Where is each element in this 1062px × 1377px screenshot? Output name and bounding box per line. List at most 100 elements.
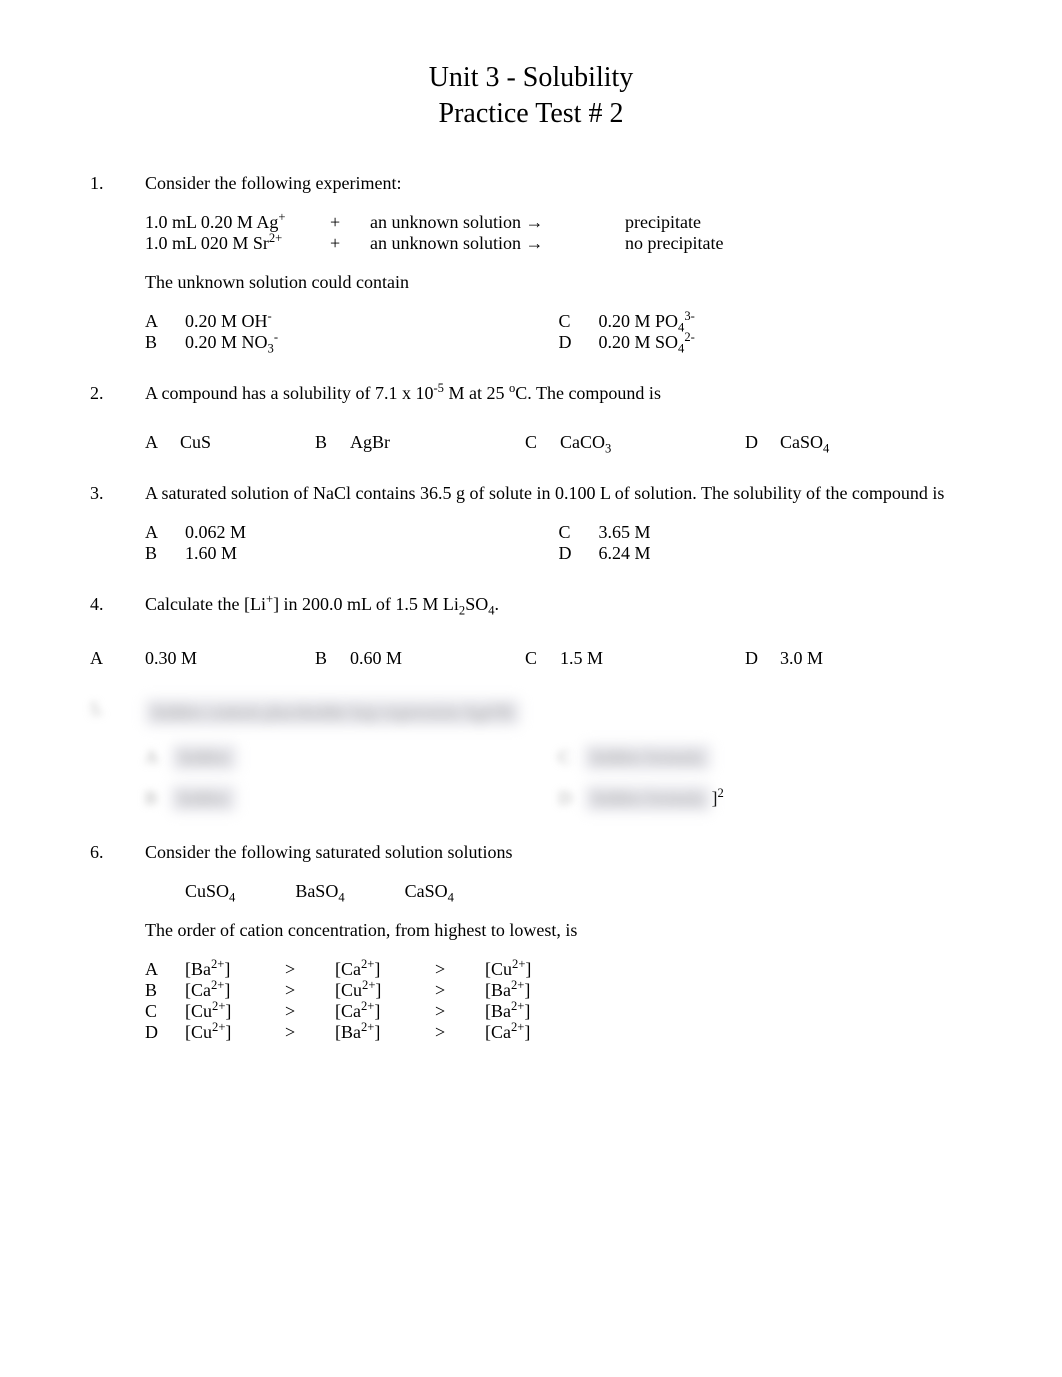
choice-letter: A bbox=[145, 311, 185, 332]
choice-row: CCaCO3 bbox=[525, 432, 745, 453]
greater-than: > bbox=[435, 959, 485, 980]
ion: [Ba2+] bbox=[335, 1022, 435, 1043]
ion: [Cu2+] bbox=[185, 1022, 285, 1043]
mix-reagent: 1.0 mL 0.20 M Ag+ bbox=[145, 212, 330, 233]
question-6: 6. Consider the following saturated solu… bbox=[90, 842, 972, 1043]
choice-row: 0.30 M bbox=[145, 648, 315, 669]
mix-unknown: an unknown solution → bbox=[370, 212, 625, 233]
choice-row: B0.20 M NO3- bbox=[145, 332, 559, 353]
ion: [Ba2+] bbox=[185, 959, 285, 980]
title-line-2: Practice Test # 2 bbox=[90, 96, 972, 132]
question-stem: A saturated solution of NaCl contains 36… bbox=[145, 483, 972, 504]
question-1: 1. Consider the following experiment: 1.… bbox=[90, 173, 972, 353]
mix-reagent: 1.0 mL 020 M Sr2+ bbox=[145, 233, 330, 254]
choice-letter: B bbox=[145, 980, 185, 1001]
answer-choices: A0.062 M B1.60 M C3.65 M D6.24 M bbox=[145, 522, 972, 564]
choice-value: 0.20 M NO3- bbox=[185, 332, 559, 353]
blurred-stem: hidden content placeholder ksp expressio… bbox=[145, 699, 972, 726]
mix-row: 1.0 mL 020 M Sr2+ + an unknown solution … bbox=[145, 233, 972, 254]
mix-row: 1.0 mL 0.20 M Ag+ + an unknown solution … bbox=[145, 212, 972, 233]
greater-than: > bbox=[435, 1001, 485, 1022]
ion: [Ba2+] bbox=[485, 980, 585, 1001]
blurred-content: hidden formula bbox=[584, 744, 710, 771]
plus-sign: + bbox=[330, 233, 370, 254]
choice-value: CaCO3 bbox=[560, 432, 611, 453]
compound: CaSO4 bbox=[405, 881, 454, 902]
question-4: 4. Calculate the [Li+] in 200.0 mL of 1.… bbox=[90, 594, 972, 633]
ion: [Cu2+] bbox=[335, 980, 435, 1001]
choice-value: 3.0 M bbox=[780, 648, 823, 669]
choice-letter: A bbox=[90, 648, 145, 669]
choice-row: C1.5 M bbox=[525, 648, 745, 669]
choice-letter: A bbox=[145, 522, 185, 543]
choice-letter: B bbox=[145, 543, 185, 564]
question-stem: Calculate the [Li+] in 200.0 mL of 1.5 M… bbox=[145, 594, 972, 615]
question-4-choices-row: A 0.30 M B0.60 M C1.5 M D3.0 M bbox=[90, 648, 972, 669]
question-3: 3. A saturated solution of NaCl contains… bbox=[90, 483, 972, 564]
question-number: 4. bbox=[90, 594, 145, 633]
mix-unknown: an unknown solution → bbox=[370, 233, 625, 254]
choice-value: 1.60 M bbox=[185, 543, 559, 564]
choice-row: DCaSO4 bbox=[745, 432, 829, 453]
ion: [Ba2+] bbox=[485, 1001, 585, 1022]
choice-row: A0.062 M bbox=[145, 522, 559, 543]
choice-value: 3.65 M bbox=[599, 522, 973, 543]
greater-than: > bbox=[285, 1001, 335, 1022]
choice-row: B1.60 M bbox=[145, 543, 559, 564]
greater-than: > bbox=[435, 1022, 485, 1043]
blurred-letter: D bbox=[559, 788, 572, 809]
ion: [Ca2+] bbox=[485, 1022, 585, 1043]
choice-value: 0.30 M bbox=[145, 648, 197, 669]
compound-list: CuSO4 BaSO4 CaSO4 bbox=[185, 881, 972, 902]
choice-row: A0.20 M OH- bbox=[145, 311, 559, 332]
choice-row: D0.20 M SO42- bbox=[559, 332, 973, 353]
choice-row: C0.20 M PO43- bbox=[559, 311, 973, 332]
question-number-blurred: 5. bbox=[90, 699, 145, 812]
choice-value: 6.24 M bbox=[599, 543, 973, 564]
choice-value: 0.20 M SO42- bbox=[599, 332, 973, 353]
ion: [Ca2+] bbox=[185, 980, 285, 1001]
choice-value: 1.5 M bbox=[560, 648, 603, 669]
greater-than: > bbox=[285, 959, 335, 980]
choice-letter: C bbox=[145, 1001, 185, 1022]
blurred-letter: B bbox=[145, 788, 157, 809]
choice-row: B [Ca2+] > [Cu2+] > [Ba2+] bbox=[145, 980, 972, 1001]
choice-letter: C bbox=[559, 311, 599, 332]
mix-result: precipitate bbox=[625, 212, 701, 233]
choice-row: C3.65 M bbox=[559, 522, 973, 543]
choice-value: 0.20 M PO43- bbox=[599, 311, 973, 332]
ion: [Cu2+] bbox=[185, 1001, 285, 1022]
question-stem: A compound has a solubility of 7.1 x 10-… bbox=[145, 383, 972, 404]
blurred-letter: C bbox=[559, 747, 571, 768]
choice-letter: D bbox=[745, 432, 780, 453]
choice-row: D6.24 M bbox=[559, 543, 973, 564]
choice-value: 0.60 M bbox=[350, 648, 402, 669]
question-substem: The order of cation concentration, from … bbox=[145, 920, 972, 941]
choice-letter: B bbox=[315, 648, 350, 669]
question-stem: Consider the following saturated solutio… bbox=[145, 842, 972, 863]
choice-value: CaSO4 bbox=[780, 432, 829, 453]
choice-row: ACuS bbox=[145, 432, 315, 453]
choice-letter: D bbox=[745, 648, 780, 669]
choice-letter: C bbox=[525, 648, 560, 669]
ion: [Ca2+] bbox=[335, 1001, 435, 1022]
page-title: Unit 3 - Solubility Practice Test # 2 bbox=[90, 60, 972, 133]
plus-sign: + bbox=[330, 212, 370, 233]
choice-row: BAgBr bbox=[315, 432, 525, 453]
blurred-content: hidden bbox=[171, 785, 236, 812]
question-stem: Consider the following experiment: bbox=[145, 173, 972, 194]
blurred-content: hidden bbox=[172, 744, 237, 771]
choice-letter: A bbox=[145, 432, 180, 453]
ion: [Cu2+] bbox=[485, 959, 585, 980]
choice-letter: B bbox=[145, 332, 185, 353]
question-number: 1. bbox=[90, 173, 145, 353]
choice-row: C [Cu2+] > [Ca2+] > [Ba2+] bbox=[145, 1001, 972, 1022]
question-5-blurred: 5. hidden content placeholder ksp expres… bbox=[90, 699, 972, 812]
choice-letter: A bbox=[145, 959, 185, 980]
question-number: 6. bbox=[90, 842, 145, 1043]
choice-row: A [Ba2+] > [Ca2+] > [Cu2+] bbox=[145, 959, 972, 980]
greater-than: > bbox=[285, 1022, 335, 1043]
question-number: 3. bbox=[90, 483, 145, 564]
choice-value: 0.20 M OH- bbox=[185, 311, 559, 332]
choice-letter: B bbox=[315, 432, 350, 453]
